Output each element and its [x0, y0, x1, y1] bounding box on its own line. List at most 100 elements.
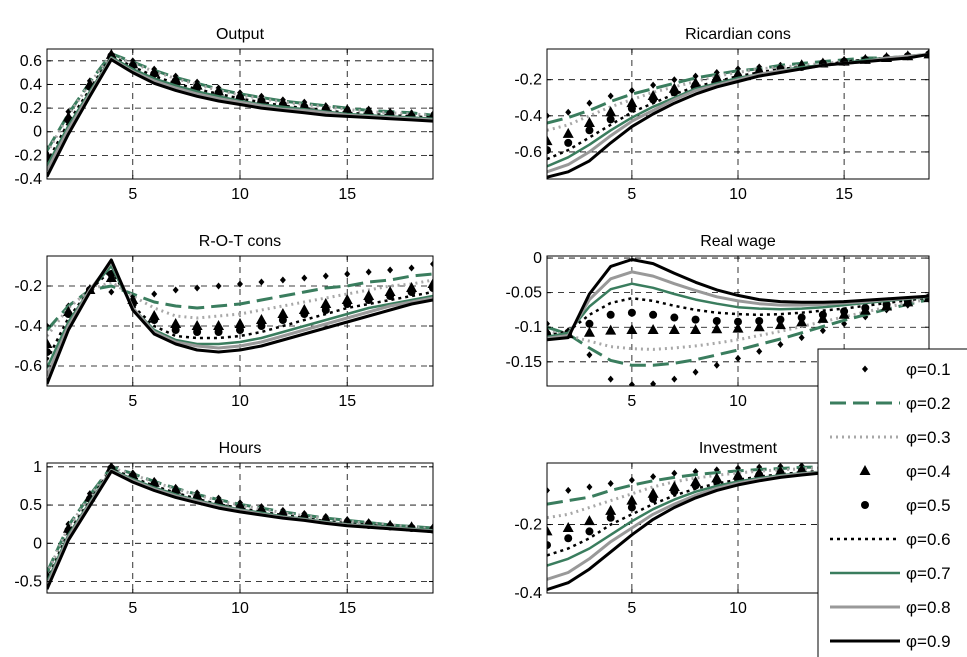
series-marker [255, 314, 267, 324]
y-tick-label: -0.15 [506, 354, 543, 371]
series-marker [386, 292, 395, 300]
series-marker [170, 318, 182, 328]
series-line [47, 58, 433, 178]
series-marker [607, 375, 614, 383]
series-marker [626, 494, 638, 505]
series-marker [627, 503, 636, 512]
series-marker [564, 534, 573, 543]
legend-swatch [861, 501, 869, 509]
series-marker [671, 469, 678, 477]
series-marker [819, 327, 826, 335]
series-marker [712, 317, 721, 325]
legend-entry: φ=0.8 [830, 598, 951, 617]
series-marker [606, 513, 615, 522]
series-marker [547, 541, 551, 550]
series-marker [735, 354, 741, 362]
series-group [47, 463, 433, 590]
series-group [47, 49, 433, 178]
x-tick-label: 15 [338, 186, 356, 203]
legend-entry: φ=0.1 [862, 360, 951, 379]
series-marker [214, 328, 223, 336]
series-marker [278, 316, 287, 324]
legend-label: φ=0.2 [906, 394, 951, 413]
legend-entry: φ=0.4 [859, 462, 951, 481]
chart-title: Investment [699, 440, 778, 457]
series-marker [671, 375, 678, 383]
series-marker [605, 106, 617, 117]
legend-label: φ=0.8 [906, 598, 951, 617]
series-marker [47, 348, 51, 356]
y-tick-label: -0.2 [514, 517, 542, 534]
legend-entry: φ=0.2 [830, 394, 951, 413]
series-marker [321, 306, 330, 314]
series-line [547, 297, 929, 351]
series-marker [755, 317, 764, 325]
y-tick-label: 0.6 [20, 53, 42, 70]
y-tick-label: -0.4 [14, 171, 42, 188]
series-marker [776, 315, 785, 324]
series-marker [882, 300, 891, 309]
series-marker [691, 481, 700, 490]
series-marker [150, 316, 159, 324]
legend-label: φ=0.6 [906, 530, 951, 549]
panel-3: 5 10 15 -0.6 -0.4 -0.2 R-O-T cons [14, 233, 434, 410]
x-tick-label: 5 [627, 186, 636, 203]
chart-title: Hours [219, 440, 262, 457]
series-marker [562, 522, 574, 532]
series-marker [626, 323, 638, 334]
legend-label: φ=0.4 [906, 462, 951, 481]
series-marker [647, 487, 659, 498]
y-tick-label: -0.2 [14, 147, 42, 164]
series-line [47, 469, 433, 590]
series-marker [649, 494, 658, 503]
series-marker [605, 504, 617, 515]
series-marker [647, 323, 659, 334]
x-tick-label: 10 [729, 186, 747, 203]
series-marker [172, 286, 179, 294]
series-marker [670, 487, 679, 496]
series-marker [547, 486, 550, 494]
x-tick-label: 5 [128, 393, 137, 410]
series-marker [692, 72, 699, 80]
legend-label: φ=0.5 [906, 496, 951, 515]
series-marker [47, 338, 53, 348]
series-marker [300, 310, 309, 318]
series-marker [586, 483, 593, 491]
series-marker [151, 290, 158, 298]
y-tick-label: 1 [33, 459, 42, 476]
series-marker [585, 126, 594, 135]
y-tick-label: 0.4 [20, 76, 42, 93]
y-tick-label: 0 [533, 250, 542, 267]
x-tick-label: 5 [128, 186, 137, 203]
panel-5: 5 10 15 -0.5 0 0.5 1 Hours [14, 440, 434, 617]
series-marker [365, 268, 372, 276]
series-marker [585, 319, 594, 328]
series-line [547, 52, 929, 179]
series-marker [108, 288, 115, 296]
panel-2: 5 10 15 -0.6 -0.4 -0.2 Ricardian cons [514, 26, 930, 203]
y-tick-label: 0 [33, 535, 42, 552]
series-marker [777, 341, 784, 349]
series-line [547, 298, 929, 367]
series-marker [756, 347, 763, 355]
x-tick-label: 15 [338, 600, 356, 617]
y-tick-label: 0 [33, 124, 42, 141]
series-marker [257, 322, 266, 330]
y-tick-label: -0.4 [514, 108, 542, 125]
series-line [47, 272, 433, 331]
series-marker [258, 278, 265, 286]
series-marker [301, 274, 308, 282]
x-tick-label: 15 [835, 186, 853, 203]
series-marker [798, 334, 805, 342]
series-marker [605, 324, 617, 335]
series-marker [193, 328, 202, 336]
series-marker [690, 323, 702, 334]
chart-title: Output [216, 26, 265, 43]
series-marker [408, 264, 415, 272]
legend-label: φ=0.9 [906, 632, 951, 651]
series-line [47, 264, 433, 369]
series-marker [322, 272, 329, 280]
series-marker [583, 117, 595, 128]
x-tick-label: 5 [627, 393, 636, 410]
series-marker [364, 296, 373, 304]
